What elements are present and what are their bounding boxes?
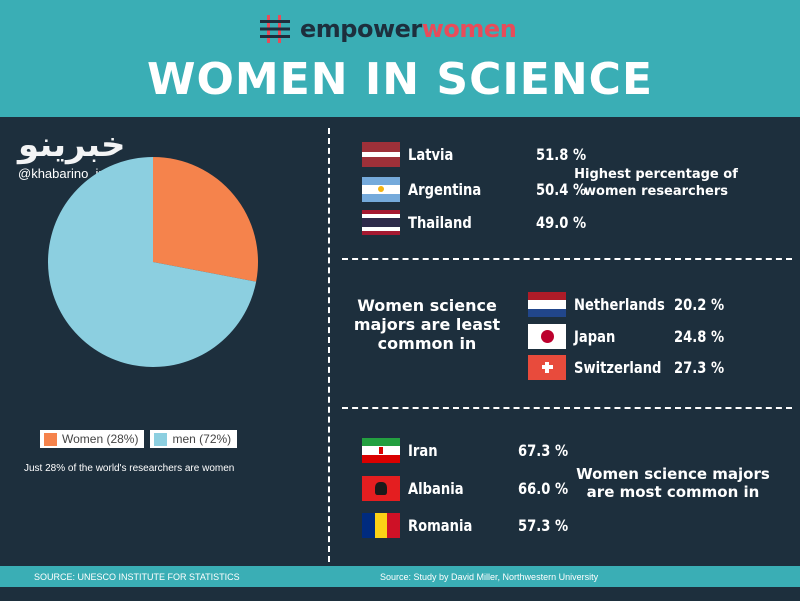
caption-most: Women science majors are most common in: [576, 465, 770, 501]
argentina-flag-icon: [362, 176, 400, 202]
brand-name-part1: empower: [300, 15, 422, 43]
country-name: Netherlands: [574, 294, 665, 314]
country-name: Switzerland: [574, 357, 662, 377]
legend-label-men: men (72%): [172, 432, 232, 446]
legend-swatch-women: [44, 432, 57, 446]
country-percentage: 24.8 %: [674, 326, 725, 346]
country-name: Romania: [408, 515, 473, 535]
country-percentage: 49.0 %: [536, 212, 587, 232]
legend-item-women: Women (28%): [40, 430, 145, 448]
country-row: Romania 57.3 %: [362, 510, 579, 540]
country-row: Netherlands 20.2 %: [528, 289, 735, 319]
empowerwomen-logo-icon: [260, 15, 290, 43]
japan-flag-icon: [528, 323, 566, 349]
country-name: Thailand: [408, 212, 472, 232]
brand-name: empowerwomen: [300, 15, 517, 43]
country-name: Latvia: [408, 144, 454, 164]
caption-least: Women science majors are least common in: [353, 296, 501, 353]
brand-name-part2: women: [421, 15, 517, 43]
pie-legend: Women (28%) men (72%): [40, 430, 238, 448]
albania-flag-icon: [362, 475, 400, 501]
country-percentage: 51.8 %: [536, 144, 587, 164]
footer-bar: SOURCE: UNESCO INSTITUTE FOR STATISTICS …: [0, 566, 800, 587]
source-right: Source: Study by David Miller, Northwest…: [380, 571, 599, 582]
legend-swatch-men: [154, 432, 168, 446]
section-divider-2: [342, 407, 792, 409]
researchers-pie-chart: [48, 157, 258, 367]
latvia-flag-icon: [362, 141, 400, 167]
country-row: Argentina 50.4 %: [362, 174, 597, 204]
romania-flag-icon: [362, 512, 400, 538]
country-row: Switzerland 27.3 %: [528, 352, 735, 382]
country-percentage: 66.0 %: [518, 478, 569, 498]
header-banner: empowerwomen WOMEN IN SCIENCE: [0, 0, 800, 117]
country-row: Iran 67.3 %: [362, 435, 579, 465]
pie-note: Just 28% of the world's researchers are …: [24, 463, 235, 474]
pie-slice-men: [48, 157, 257, 367]
country-percentage: 20.2 %: [674, 294, 725, 314]
country-name: Japan: [574, 326, 616, 346]
country-percentage: 50.4 %: [536, 179, 587, 199]
country-name: Argentina: [408, 179, 482, 199]
source-left: SOURCE: UNESCO INSTITUTE FOR STATISTICS: [34, 571, 240, 582]
watermark-logo: خبرینو: [18, 125, 126, 165]
vertical-divider: [328, 128, 330, 562]
legend-label-women: Women (28%): [62, 432, 139, 446]
country-row: Japan 24.8 %: [528, 321, 735, 351]
country-name: Iran: [408, 440, 438, 460]
iran-flag-icon: [362, 437, 400, 463]
watermark: خبرینو @khabarino_ir: [18, 126, 126, 181]
brand-logo: empowerwomen: [258, 14, 517, 44]
country-percentage: 27.3 %: [674, 357, 725, 377]
watermark-handle: @khabarino_ir: [18, 166, 103, 181]
country-percentage: 57.3 %: [518, 515, 569, 535]
thailand-flag-icon: [362, 209, 400, 235]
netherlands-flag-icon: [528, 291, 566, 317]
section-divider-1: [342, 258, 792, 260]
legend-item-men: men (72%): [150, 430, 238, 448]
country-row: Albania 66.0 %: [362, 473, 579, 503]
country-percentage: 67.3 %: [518, 440, 569, 460]
caption-highest: Highest percentage of women researchers: [574, 167, 738, 199]
country-row: Latvia 51.8 %: [362, 139, 597, 169]
pie-slice-women: [153, 157, 258, 282]
country-name: Albania: [408, 478, 464, 498]
page-title: WOMEN IN SCIENCE: [146, 54, 653, 105]
switzerland-flag-icon: [528, 354, 566, 380]
country-row: Thailand 49.0 %: [362, 207, 597, 237]
